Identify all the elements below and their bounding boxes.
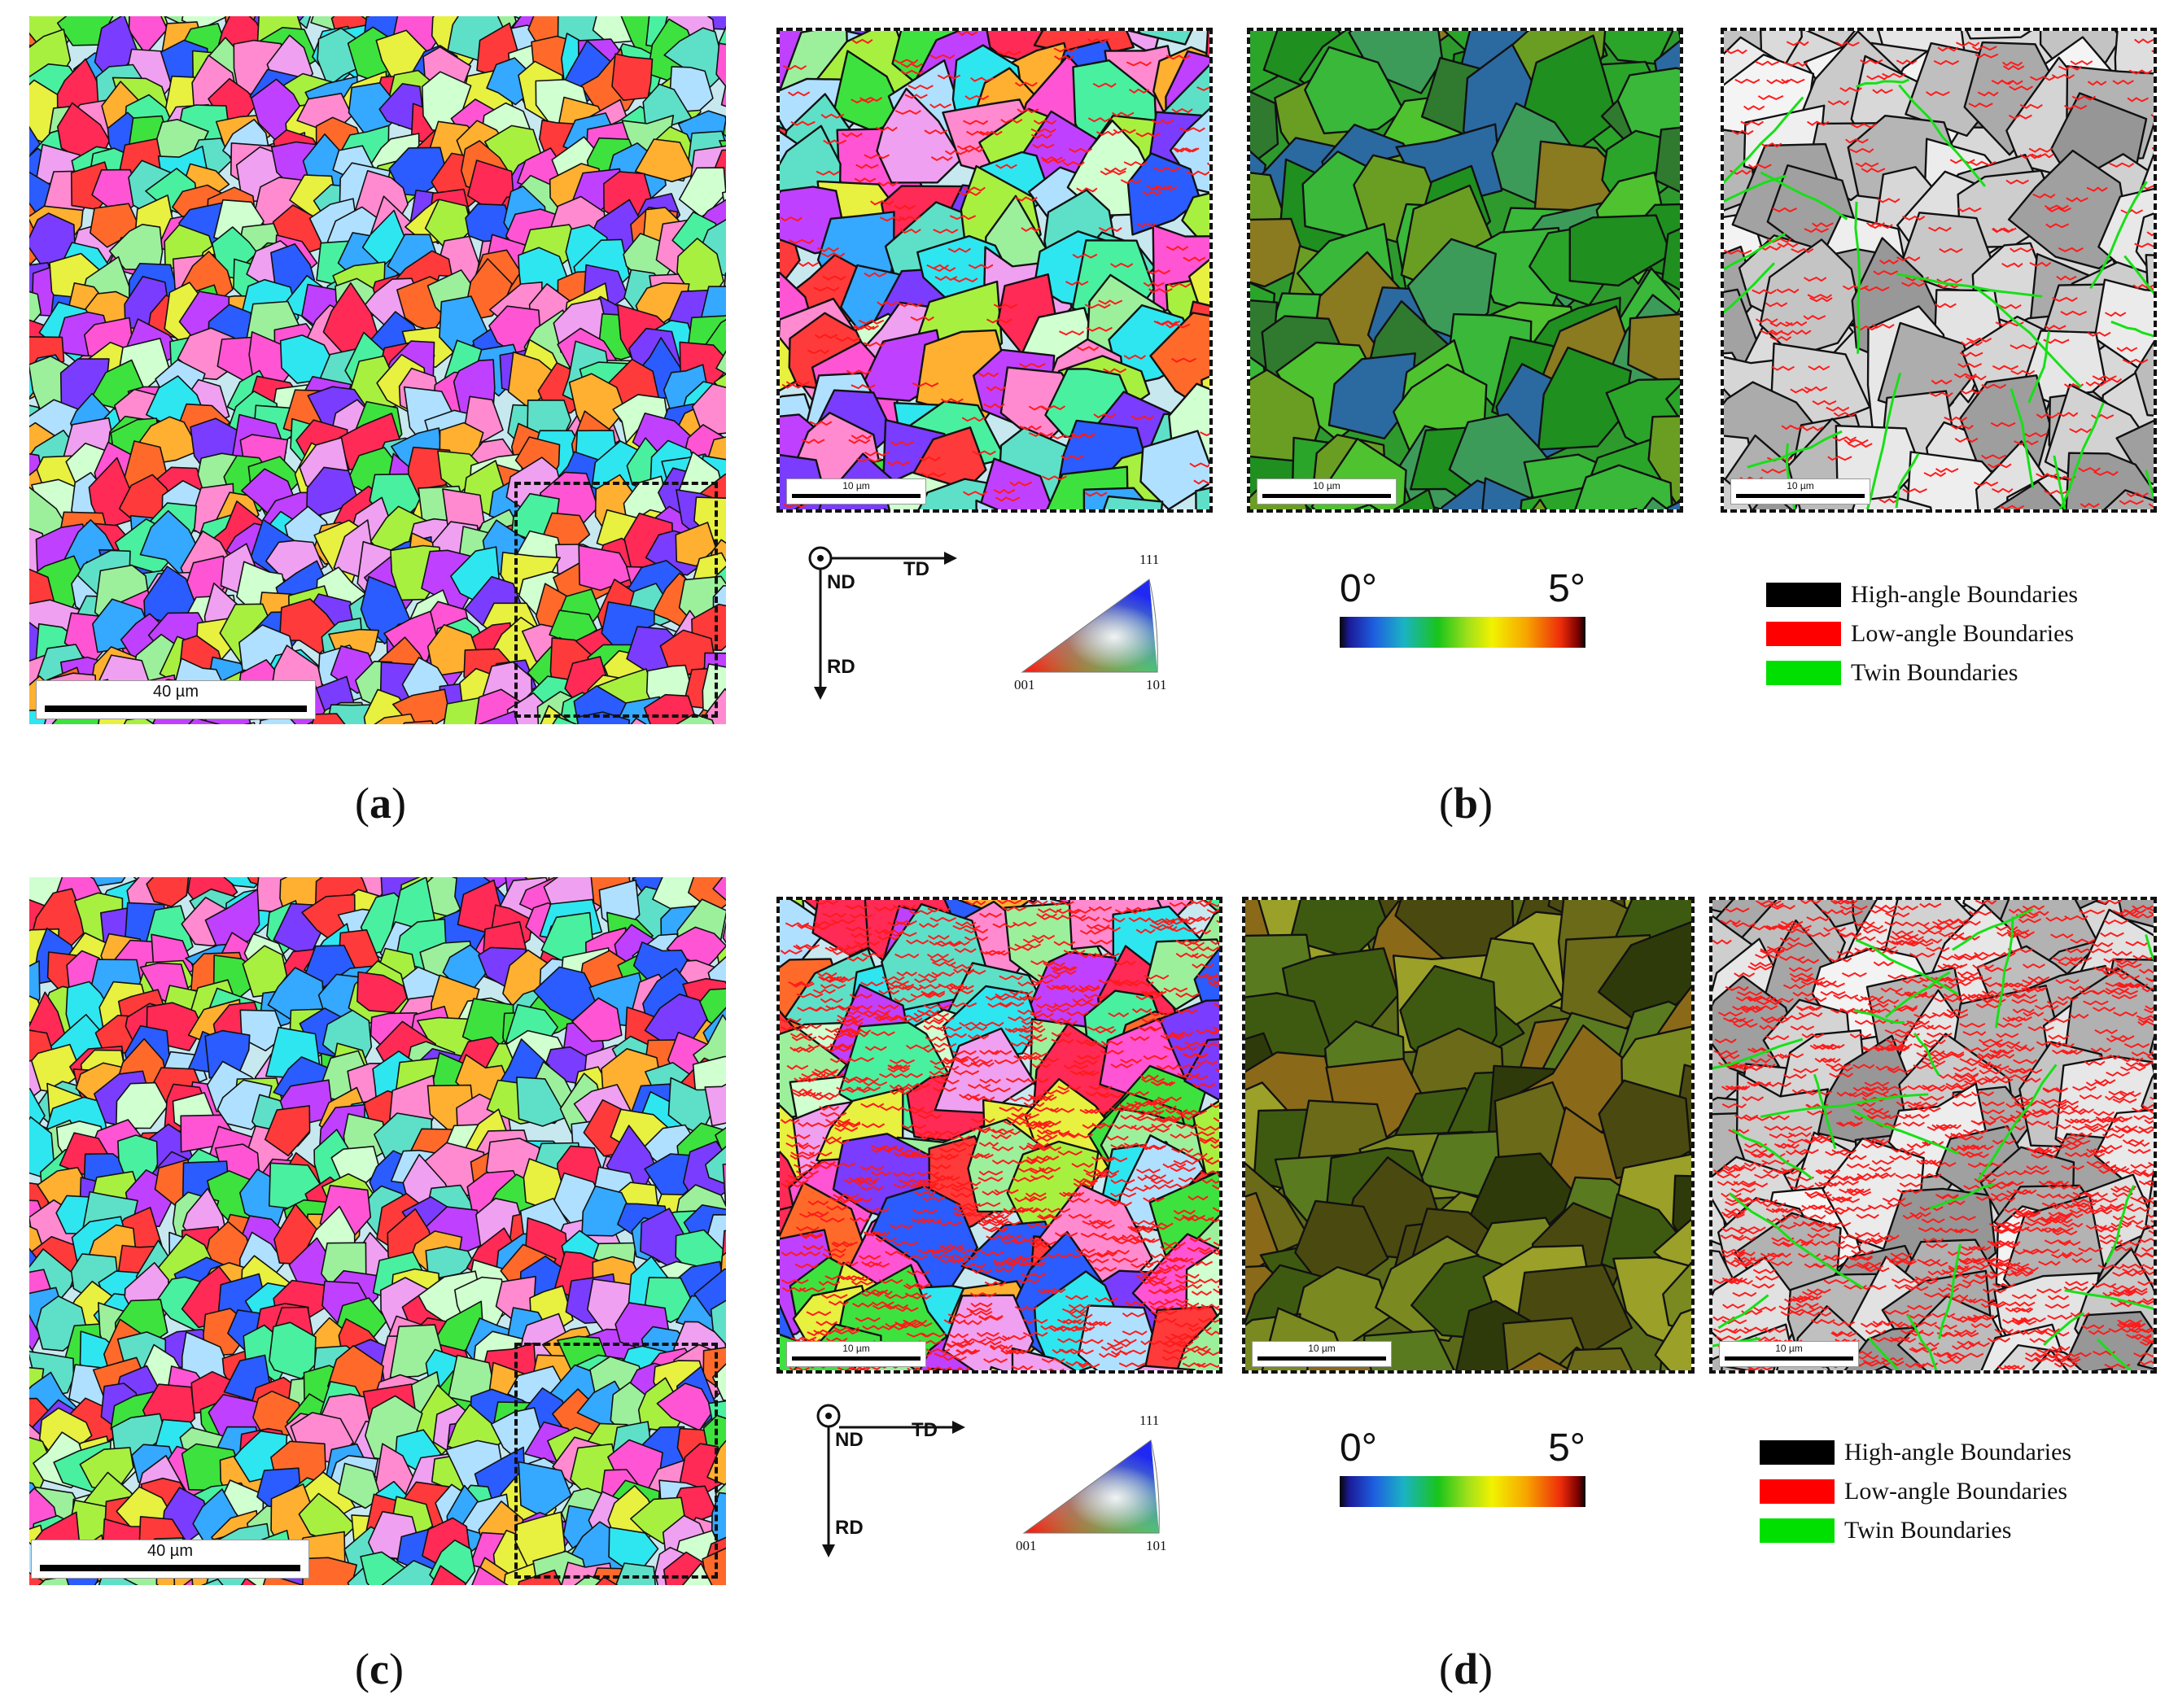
zoom-ipf-map-b: 10 µm <box>776 28 1213 513</box>
grain-map <box>1245 900 1691 1370</box>
ipf-001-label: 001 <box>1016 1538 1037 1553</box>
ipf-triangle <box>1022 1439 1160 1534</box>
grain-map <box>1712 900 2154 1370</box>
rd-label: RD <box>835 1517 864 1539</box>
high-angle-swatch <box>1766 583 1841 607</box>
scale-bar-label: 10 µm <box>1775 1343 1803 1354</box>
caption-d: (d) <box>1439 1645 1494 1693</box>
nd-label: ND <box>827 571 855 593</box>
nd-label: ND <box>835 1429 864 1451</box>
colorbar-min-label: 0° <box>1340 1426 1377 1470</box>
ebsd-ipf-map-c: 40 µm <box>29 877 726 1585</box>
legend-label: High-angle Boundaries <box>1844 1439 2072 1466</box>
scale-bar-label: 10 µm <box>1787 480 1814 491</box>
ebsd-ipf-map-a: 40 µm <box>29 16 726 724</box>
scale-bar-label: 40 µm <box>147 1542 193 1560</box>
ipf-111-label: 111 <box>1139 1413 1160 1428</box>
scale-bar-line <box>1262 494 1391 498</box>
legend-label: Twin Boundaries <box>1851 659 2018 686</box>
low-angle-swatch <box>1760 1479 1835 1504</box>
grain-map <box>780 31 1209 509</box>
twin-swatch <box>1760 1518 1835 1543</box>
boundary-legend: High-angle Boundaries Low-angle Boundari… <box>1766 581 2149 697</box>
legend-twin: Twin Boundaries <box>1760 1517 2101 1544</box>
scale-bar: 40 µm <box>31 1540 309 1579</box>
colorbar-max-label: 5° <box>1548 567 1585 610</box>
legend-label: Twin Boundaries <box>1844 1517 2012 1544</box>
kam-map-d: 10 µm <box>1242 897 1695 1374</box>
scale-bar-line <box>1736 494 1865 498</box>
colorbar-ramp <box>1340 1476 1585 1507</box>
caption-b: (b) <box>1439 779 1494 828</box>
high-angle-swatch <box>1760 1440 1835 1465</box>
legend-twin: Twin Boundaries <box>1766 659 2108 686</box>
legend-label: Low-angle Boundaries <box>1851 620 2075 647</box>
scale-bar-label: 10 µm <box>842 480 870 491</box>
boundary-legend: High-angle Boundaries Low-angle Boundari… <box>1760 1439 2150 1554</box>
sample-axes: ND TD RD <box>803 542 982 705</box>
ipf-101-label: 101 <box>1146 677 1167 692</box>
kam-colorbar: 0° 5° <box>1340 566 1585 656</box>
boundary-map-d: 10 µm <box>1709 897 2157 1374</box>
scale-bar-label: 40 µm <box>153 683 199 701</box>
scale-bar-label: 10 µm <box>1308 1343 1336 1354</box>
colorbar-max-label: 5° <box>1548 1426 1585 1470</box>
sample-axes: ND TD RD <box>816 1403 995 1566</box>
grain-map <box>29 877 726 1585</box>
ipf-101-label: 101 <box>1146 1538 1167 1553</box>
ipf-triangle <box>1021 579 1158 673</box>
legend-label: Low-angle Boundaries <box>1844 1478 2068 1505</box>
scale-bar-line <box>792 494 921 498</box>
scale-bar-label: 10 µm <box>1313 480 1340 491</box>
grain-map <box>780 900 1219 1370</box>
ipf-001-label: 001 <box>1014 677 1035 692</box>
scale-bar: 10 µm <box>786 1341 926 1367</box>
scale-bar-line <box>792 1356 921 1361</box>
legend-high-angle: High-angle Boundaries <box>1760 1439 2101 1466</box>
colorbar-min-label: 0° <box>1340 567 1377 610</box>
scale-bar: 10 µm <box>1719 1341 1859 1367</box>
scale-bar: 40 µm <box>36 680 316 719</box>
scale-bar-line <box>1725 1356 1853 1361</box>
legend-low-angle: Low-angle Boundaries <box>1760 1478 2101 1505</box>
kam-colorbar: 0° 5° <box>1340 1426 1585 1515</box>
scale-bar-line <box>45 705 307 712</box>
scale-bar-line <box>40 1565 300 1571</box>
caption-c: (c) <box>355 1645 404 1693</box>
kam-map-b: 10 µm <box>1247 28 1683 513</box>
scale-bar: 10 µm <box>1257 478 1397 505</box>
axes-arrows <box>816 1404 965 1557</box>
legend-low-angle: Low-angle Boundaries <box>1766 620 2108 647</box>
grain-map <box>29 16 726 724</box>
axes-arrows <box>808 546 957 700</box>
scale-bar-label: 10 µm <box>842 1343 870 1354</box>
zoom-region-box <box>514 482 718 718</box>
ipf-color-key: 111 001 101 <box>1014 548 1177 703</box>
td-label: TD <box>912 1419 938 1441</box>
scale-bar-line <box>1257 1356 1386 1361</box>
scale-bar: 10 µm <box>786 478 926 505</box>
legend-high-angle: High-angle Boundaries <box>1766 581 2108 608</box>
scale-bar: 10 µm <box>1252 1341 1392 1367</box>
grain-map <box>1724 31 2154 509</box>
rd-label: RD <box>827 656 855 678</box>
ipf-111-label: 111 <box>1139 552 1160 567</box>
ipf-color-key: 111 001 101 <box>1016 1409 1179 1564</box>
caption-a: (a) <box>355 779 406 828</box>
zoom-region-box <box>514 1343 718 1579</box>
low-angle-swatch <box>1766 622 1841 646</box>
legend-label: High-angle Boundaries <box>1851 581 2079 608</box>
twin-swatch <box>1766 661 1841 685</box>
colorbar-ramp <box>1340 617 1585 648</box>
grain-map <box>1250 31 1680 509</box>
boundary-map-b: 10 µm <box>1721 28 2157 513</box>
zoom-ipf-map-d: 10 µm <box>776 897 1222 1374</box>
scale-bar: 10 µm <box>1730 478 1870 505</box>
td-label: TD <box>903 558 929 580</box>
